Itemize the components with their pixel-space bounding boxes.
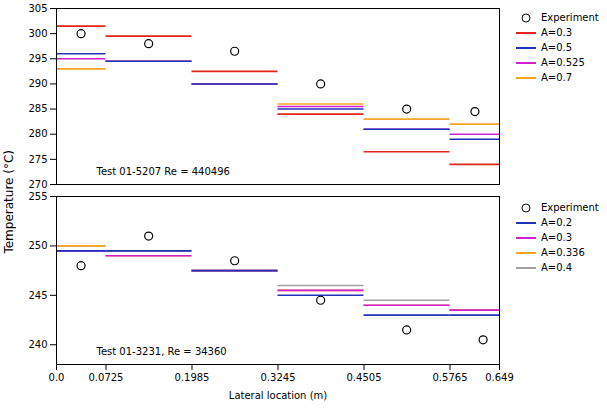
- svg-text:285: 285: [28, 103, 47, 114]
- svg-text:270: 270: [28, 179, 47, 190]
- svg-text:Test 01-5207 Re = 440496: Test 01-5207 Re = 440496: [96, 166, 230, 177]
- svg-text:305: 305: [28, 3, 47, 14]
- html-text:Experiment: Experiment: [541, 202, 599, 213]
- html-text:A=0.3: A=0.3: [541, 232, 573, 243]
- html-text:A=0.5: A=0.5: [541, 42, 573, 53]
- svg-text:0.0725: 0.0725: [88, 372, 123, 383]
- svg-text:245: 245: [28, 290, 47, 301]
- svg-text:Lateral location (m): Lateral location (m): [229, 390, 327, 401]
- svg-text:0.4505: 0.4505: [347, 372, 382, 383]
- svg-text:0.1985: 0.1985: [174, 372, 209, 383]
- svg-text:255: 255: [28, 191, 47, 202]
- html-text:A=0.4: A=0.4: [541, 262, 573, 273]
- svg-text:295: 295: [28, 53, 47, 64]
- svg-text:275: 275: [28, 154, 47, 165]
- svg-text:0.0: 0.0: [49, 372, 65, 383]
- svg-text:Test 01-3231, Re = 34360: Test 01-3231, Re = 34360: [96, 346, 227, 357]
- svg-text:280: 280: [28, 128, 47, 139]
- html-text:A=0.525: A=0.525: [541, 57, 585, 68]
- svg-text:0.5765: 0.5765: [433, 372, 468, 383]
- svg-text:300: 300: [28, 28, 47, 39]
- html-text:A=0.7: A=0.7: [541, 72, 573, 83]
- svg-text:250: 250: [28, 240, 47, 251]
- svg-text:240: 240: [28, 339, 47, 350]
- html-text:A=0.2: A=0.2: [541, 217, 573, 228]
- html-text:Temperature (°C): Temperature (°C): [2, 150, 16, 254]
- html-text:A=0.3: A=0.3: [541, 27, 573, 38]
- svg-text:0.3245: 0.3245: [261, 372, 296, 383]
- html-text:Experiment: Experiment: [541, 12, 599, 23]
- html-text:A=0.336: A=0.336: [541, 247, 585, 258]
- svg-text:0.649: 0.649: [485, 372, 514, 383]
- svg-text:290: 290: [28, 78, 47, 89]
